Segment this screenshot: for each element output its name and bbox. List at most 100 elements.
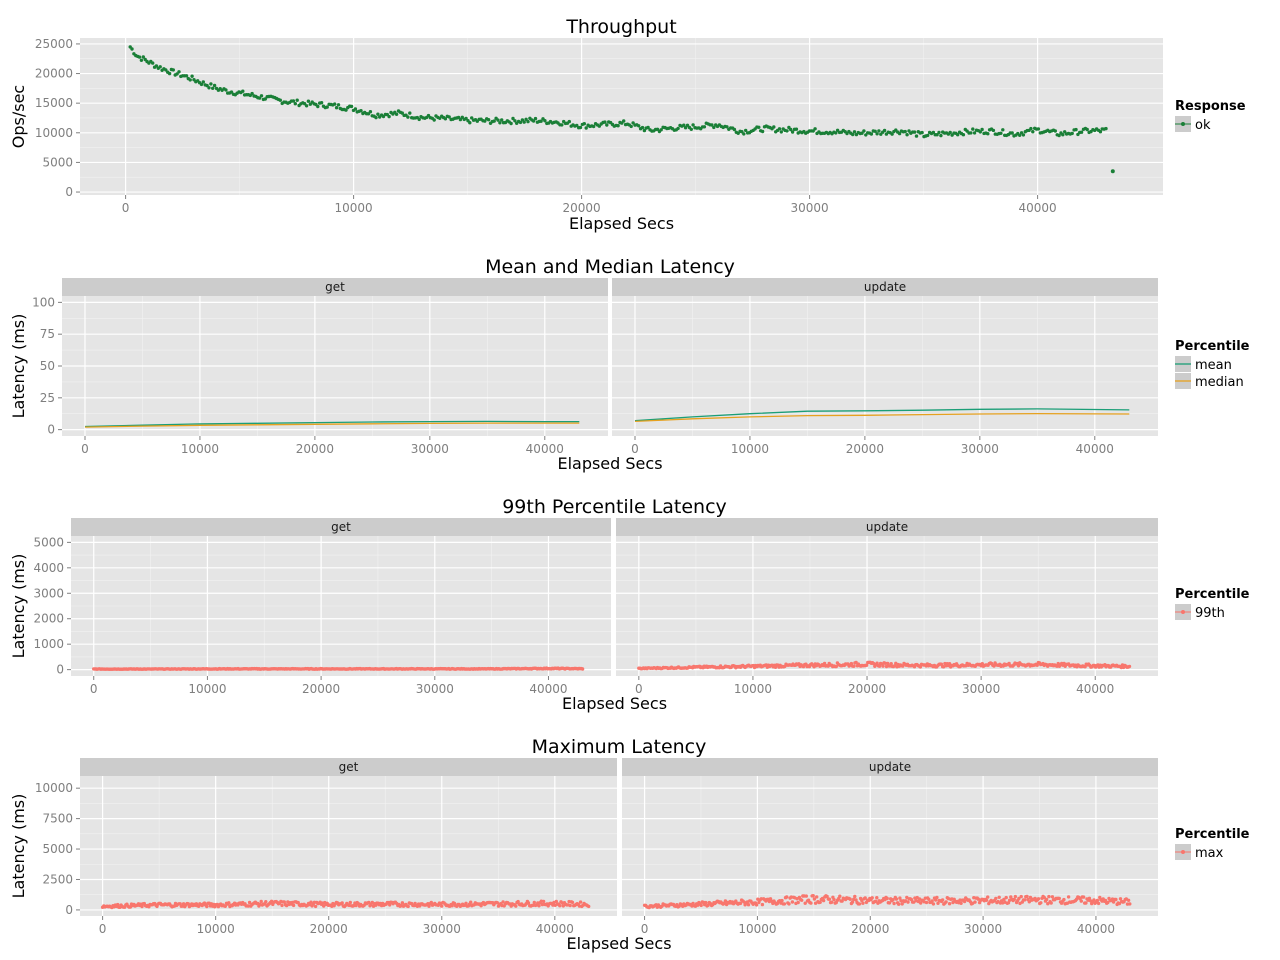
- data-point: [804, 894, 808, 898]
- data-point: [973, 900, 977, 904]
- x-tick-label: 40000: [1019, 201, 1057, 215]
- data-point: [822, 661, 827, 666]
- legend-label: mean: [1195, 358, 1232, 373]
- data-point: [861, 901, 865, 905]
- legend: Percentile 99th: [1175, 587, 1250, 621]
- data-point: [560, 123, 564, 127]
- panel-update: update 0 10000 20000 30000 40000: [616, 518, 1158, 696]
- data-point: [999, 131, 1003, 135]
- y-tick-label: 50: [40, 359, 55, 373]
- data-point: [359, 109, 363, 113]
- data-point: [789, 127, 793, 132]
- legend: Percentile mean median: [1175, 339, 1250, 390]
- data-point: [821, 898, 826, 903]
- data-point: [388, 903, 392, 907]
- data-point: [685, 123, 690, 128]
- data-point: [757, 125, 761, 129]
- data-point: [316, 104, 320, 109]
- data-point: [919, 901, 923, 905]
- data-point: [1070, 131, 1074, 136]
- data-point: [912, 130, 917, 134]
- data-point: [927, 897, 931, 901]
- data-point: [1085, 127, 1089, 132]
- data-point: [468, 121, 472, 125]
- x-tick-label: 40000: [1076, 682, 1114, 696]
- data-point: [1018, 133, 1022, 137]
- y-axis-title: Latency (ms): [9, 794, 28, 899]
- series-line-mean: [84, 420, 580, 428]
- data-point: [894, 897, 899, 901]
- data-point: [514, 904, 518, 908]
- data-point: [646, 125, 650, 130]
- y-tick-label: 4000: [33, 561, 64, 575]
- data-point: [1127, 664, 1132, 669]
- data-point: [291, 99, 296, 103]
- data-point: [881, 664, 885, 668]
- data-point: [914, 134, 919, 138]
- data-point: [400, 111, 404, 115]
- data-point: [400, 901, 405, 905]
- y-tick-label: 100: [32, 295, 55, 309]
- data-point: [151, 61, 155, 65]
- data-point: [782, 902, 787, 906]
- panel-get: get 0 25 50 75 100 0 10000 20000 30000 40000: [32, 278, 608, 456]
- data-point: [956, 133, 960, 137]
- series-line-median: [634, 412, 1130, 423]
- y-tick-label: 25000: [35, 37, 73, 51]
- data-point: [1079, 899, 1084, 903]
- data-point: [1035, 663, 1039, 667]
- x-tick-label: 20000: [563, 201, 601, 215]
- x-tick-label: 40000: [526, 442, 564, 456]
- legend-key-point: [1181, 850, 1185, 854]
- y-tick-label: 0: [47, 423, 55, 437]
- data-point: [306, 99, 311, 103]
- data-point: [997, 895, 1001, 899]
- data-point: [541, 899, 546, 904]
- x-tick-label: 10000: [197, 922, 235, 936]
- data-point: [691, 123, 695, 127]
- data-point: [903, 129, 907, 134]
- data-point: [458, 117, 463, 122]
- legend-key-point: [1181, 122, 1185, 126]
- legend-label: 99th: [1195, 606, 1225, 621]
- data-point: [1092, 898, 1096, 902]
- data-point: [882, 128, 887, 133]
- y-tick-label: 25: [40, 391, 55, 405]
- data-point: [368, 110, 373, 114]
- data-point: [509, 121, 513, 126]
- data-point: [832, 897, 836, 902]
- data-point: [969, 131, 973, 135]
- data-point: [584, 126, 588, 130]
- data-point: [543, 119, 547, 123]
- data-point: [857, 902, 862, 906]
- legend: Percentile max: [1175, 827, 1250, 861]
- data-point: [575, 123, 579, 128]
- data-point: [464, 116, 468, 121]
- data-point: [732, 127, 737, 132]
- facet-label: update: [869, 760, 911, 774]
- data-point: [834, 664, 838, 669]
- legend-title: Percentile: [1175, 339, 1250, 354]
- data-point: [930, 899, 934, 903]
- chart-title: Throughput: [565, 16, 676, 38]
- x-tick-label: 40000: [529, 682, 567, 696]
- data-point: [447, 115, 451, 119]
- data-point: [742, 132, 746, 136]
- data-point: [295, 98, 299, 102]
- legend-title: Percentile: [1175, 827, 1250, 842]
- data-point: [978, 130, 982, 134]
- data-point: [939, 133, 943, 138]
- data-point: [877, 129, 881, 133]
- data-point: [139, 58, 144, 62]
- data-point: [834, 131, 838, 135]
- series-99th: [637, 660, 1132, 671]
- data-point: [838, 894, 842, 898]
- data-point: [501, 900, 505, 904]
- data-point: [511, 116, 515, 121]
- data-point: [354, 903, 358, 908]
- legend-title: Percentile: [1175, 587, 1250, 602]
- data-point: [1002, 897, 1006, 902]
- data-point: [464, 901, 468, 905]
- data-point: [558, 904, 562, 908]
- facet-strip: [622, 758, 1158, 776]
